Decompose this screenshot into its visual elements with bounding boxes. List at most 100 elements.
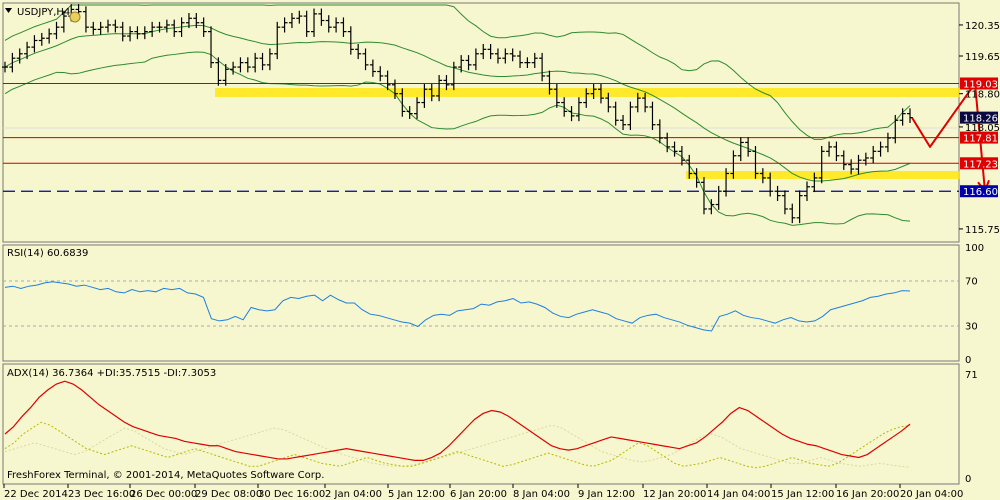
price-tag-label-3: 116.60 — [963, 187, 998, 198]
price-bar — [259, 52, 266, 71]
minus-di-line — [4, 424, 911, 468]
price-bar — [362, 48, 369, 71]
price-bar — [664, 132, 671, 153]
cursor-marker-icon — [69, 11, 81, 23]
price-bar — [752, 146, 759, 179]
price-bar — [163, 19, 170, 33]
price-bar — [458, 55, 465, 73]
price-bar — [774, 185, 781, 201]
bollinger-middle-band — [4, 24, 911, 182]
price-bar — [634, 92, 641, 113]
time-tick-label-13: 16 Jan 20:00 — [836, 489, 899, 500]
price-bar — [840, 150, 847, 170]
price-bar — [450, 61, 457, 91]
bollinger-lower-band — [4, 51, 911, 226]
price-bar — [244, 57, 251, 73]
price-bar — [848, 159, 855, 175]
support-highlight-band — [686, 171, 960, 179]
price-bar — [745, 137, 752, 157]
time-tick-label-10: 12 Jan 20:00 — [643, 489, 706, 500]
rsi-line — [4, 281, 911, 332]
rsi-tick-label-2: 30 — [965, 321, 978, 332]
price-bar — [318, 8, 325, 26]
price-bar — [296, 10, 303, 24]
price-bar — [90, 21, 97, 35]
price-bar — [333, 17, 340, 33]
price-bar — [193, 12, 200, 29]
rsi-tick-label-3: 0 — [965, 355, 971, 366]
price-bar — [480, 44, 487, 60]
price-bar — [443, 75, 450, 91]
price-bar — [531, 52, 538, 68]
price-bar — [597, 83, 604, 104]
adx-line — [4, 380, 911, 461]
price-bar — [377, 66, 384, 82]
rsi-tick-label-0: 100 — [965, 243, 984, 254]
price-bar — [671, 141, 678, 157]
price-bar — [200, 17, 207, 37]
price-bar — [502, 48, 509, 64]
price-bar — [399, 88, 406, 117]
price-bar — [105, 19, 112, 33]
price-bar — [678, 146, 685, 166]
copyright-text: FreshForex Terminal, © 2001-2014, MetaQu… — [7, 470, 324, 481]
price-bar — [215, 57, 222, 86]
price-bar — [737, 137, 744, 162]
price-bar — [553, 83, 560, 108]
price-bar — [9, 52, 16, 73]
price-bar — [97, 21, 104, 35]
price-bar — [855, 154, 862, 175]
price-bar — [134, 26, 141, 40]
price-bar — [649, 101, 656, 131]
time-tick-label-5: 2 Jan 04:00 — [325, 489, 382, 500]
price-bar — [156, 21, 163, 33]
price-bar — [222, 63, 229, 86]
price-bar — [237, 57, 244, 73]
time-tick-label-6: 5 Jan 12:00 — [388, 489, 445, 500]
price-bar — [818, 146, 825, 184]
price-bar — [656, 119, 663, 144]
price-bar — [274, 21, 281, 60]
time-tick-label-12: 15 Jan 12:00 — [771, 489, 834, 500]
price-bar — [252, 52, 259, 73]
time-tick-label-0: 22 Dec 2014 — [4, 489, 68, 500]
price-bar — [899, 108, 906, 126]
price-bar — [46, 28, 53, 44]
price-bar — [208, 26, 215, 68]
price-bar — [833, 141, 840, 162]
adx-panel-frame — [2, 363, 960, 485]
price-bar — [723, 168, 730, 197]
price-bar — [266, 48, 273, 71]
bollinger-upper-band — [4, 4, 911, 140]
chart-menu-triangle[interactable] — [5, 8, 12, 13]
price-bar — [421, 83, 428, 108]
current-price-tag-box — [960, 111, 998, 124]
price-tag-box-2 — [960, 157, 998, 170]
price-bar — [127, 26, 134, 42]
price-bar — [539, 52, 546, 82]
price-bar — [700, 177, 707, 215]
time-tick-label-11: 14 Jan 04:00 — [707, 489, 770, 500]
price-bar — [509, 48, 516, 62]
time-tick-label-14: 20 Jan 04:00 — [900, 489, 963, 500]
price-axis: 120.35 119.65 118.80 118.05 115.75 — [959, 21, 1000, 236]
price-bar — [715, 185, 722, 210]
price-bar — [60, 10, 67, 33]
price-bar — [642, 92, 649, 113]
price-bar — [436, 75, 443, 102]
price-bar — [171, 19, 178, 37]
price-bar — [472, 48, 479, 71]
price-bar — [767, 172, 774, 197]
time-tick-label-9: 9 Jan 12:00 — [578, 489, 635, 500]
price-bar — [612, 101, 619, 126]
price-bar — [877, 141, 884, 157]
price-bar — [141, 26, 148, 40]
bollinger-bands — [4, 4, 911, 226]
price-bar — [789, 203, 796, 224]
price-bar — [627, 101, 634, 131]
time-tick-label-2: 26 Dec 00:00 — [130, 489, 197, 500]
price-bar — [561, 97, 568, 117]
price-tag-label-0: 119.03 — [963, 79, 998, 90]
